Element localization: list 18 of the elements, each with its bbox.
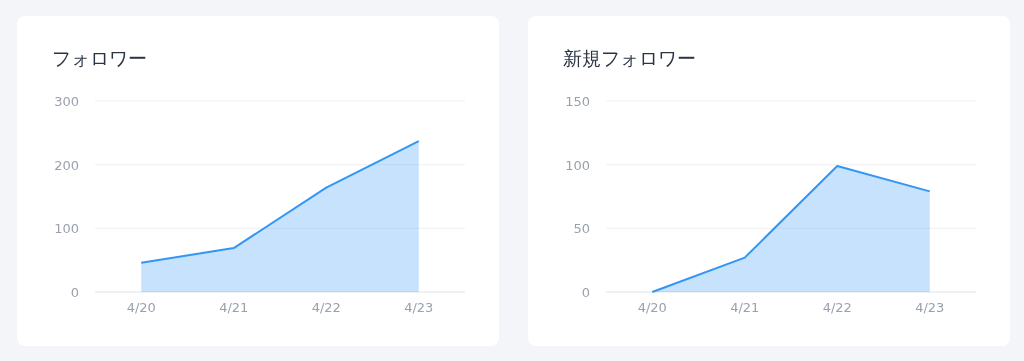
- x-tick-label: 4/20: [126, 300, 156, 315]
- y-tick-label: 300: [54, 94, 79, 109]
- chart-title: 新規フォロワー: [563, 47, 696, 69]
- x-tick-label: 4/22: [822, 300, 852, 315]
- y-tick-label: 50: [573, 221, 590, 237]
- y-tick-label: 0: [70, 285, 79, 300]
- x-tick-label: 4/22: [311, 300, 341, 315]
- y-tick-label: 100: [54, 221, 79, 237]
- chart-title: フォロワー: [52, 47, 147, 69]
- x-tick-label: 4/23: [404, 300, 434, 315]
- y-tick-label: 150: [565, 94, 590, 109]
- y-tick-label: 0: [581, 285, 590, 300]
- x-tick-label: 4/20: [637, 300, 667, 315]
- x-tick-label: 4/21: [730, 300, 760, 315]
- y-tick-label: 200: [54, 157, 79, 173]
- x-tick-label: 4/21: [219, 300, 249, 315]
- x-tick-label: 4/23: [915, 300, 945, 315]
- y-tick-label: 100: [565, 157, 590, 173]
